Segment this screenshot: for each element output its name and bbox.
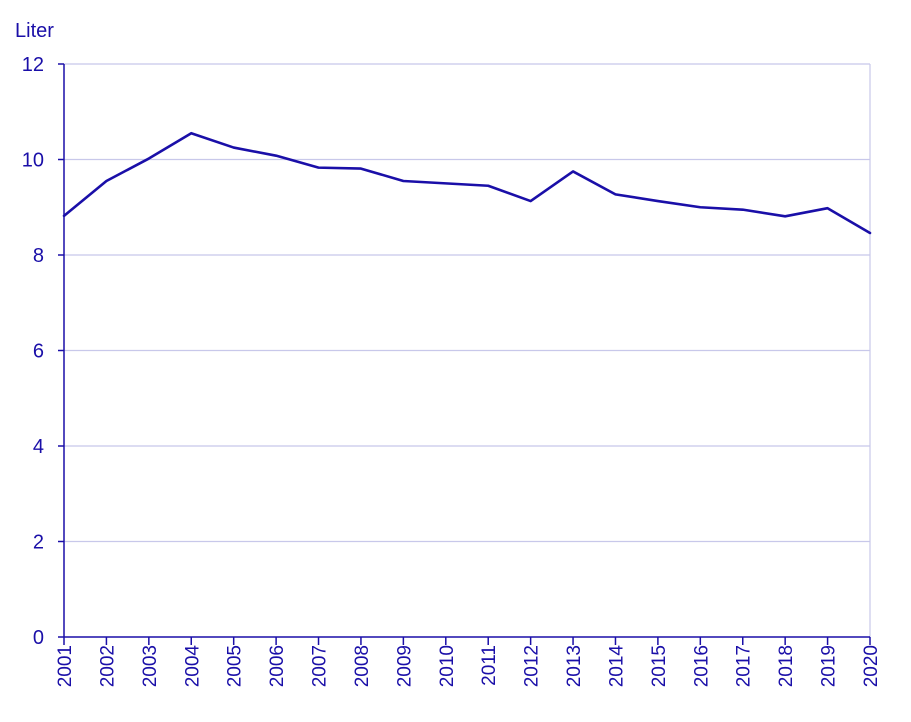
x-tick-label: 2002 xyxy=(97,645,118,687)
x-tick-labels: 2001 2002 2003 2004 2005 2006 2007 2008 2009 2010… xyxy=(55,645,882,688)
y-tick-label: 0 xyxy=(33,627,44,649)
y-tick-label: 2 xyxy=(33,532,44,554)
x-tick-label: 2016 xyxy=(691,645,712,687)
x-tick-label: 2015 xyxy=(649,645,670,687)
x-tick-label: 2012 xyxy=(522,645,543,687)
x-tick-label: 2004 xyxy=(182,645,203,688)
axes xyxy=(58,63,871,645)
x-tick-label: 2010 xyxy=(437,645,458,687)
x-tick-label: 2019 xyxy=(819,645,840,687)
x-tick-label: 2007 xyxy=(310,645,331,687)
y-tick-label: 10 xyxy=(22,150,44,172)
x-tick-label: 2020 xyxy=(861,645,882,687)
series-group xyxy=(62,131,872,235)
x-tick-label: 2008 xyxy=(352,645,373,687)
y-tick-labels: 0 2 4 6 8 10 12 xyxy=(22,54,44,649)
y-tick-label: 6 xyxy=(33,341,44,363)
x-tick-label: 2003 xyxy=(140,645,161,687)
x-tick-label: 2011 xyxy=(479,645,500,686)
grid-lines xyxy=(64,63,871,637)
y-tick-label: 12 xyxy=(22,54,44,76)
x-tick-label: 2006 xyxy=(267,645,288,687)
series-line xyxy=(62,131,872,235)
x-tick-label: 2017 xyxy=(734,645,755,687)
y-tick-label: 8 xyxy=(33,245,44,267)
x-tick-label: 2009 xyxy=(394,645,415,687)
x-tick-label: 2018 xyxy=(776,645,797,687)
y-axis-unit-label: Liter xyxy=(15,20,54,42)
x-tick-label: 2013 xyxy=(564,645,585,687)
y-tick-label: 4 xyxy=(33,436,44,458)
x-tick-label: 2014 xyxy=(606,645,627,688)
x-tick-label: 2005 xyxy=(225,645,246,687)
x-tick-label: 2001 xyxy=(55,645,76,687)
